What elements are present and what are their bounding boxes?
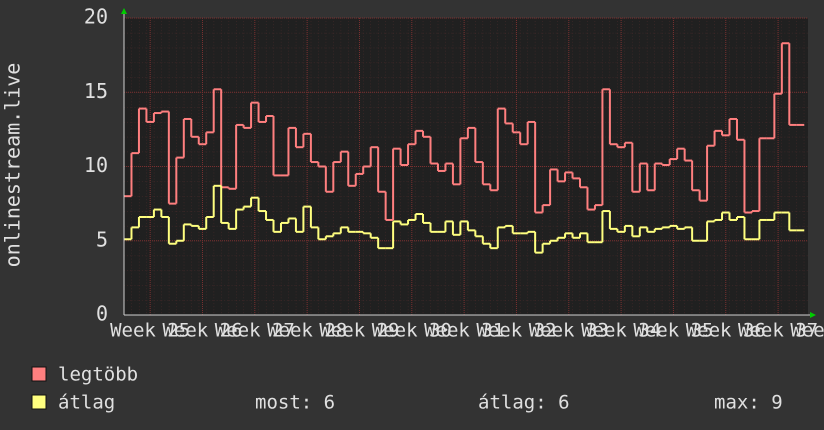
y-tick-label: 5 <box>96 227 108 251</box>
x-tick-label: Week 35 <box>633 320 713 342</box>
x-tick-label: Week 26 <box>162 320 242 342</box>
legend: legtöbb átlag <box>31 364 138 414</box>
x-tick-label: Week 25 <box>110 320 190 342</box>
stat: most: 6 <box>255 392 335 414</box>
stat: max: 9 <box>714 392 783 414</box>
x-arrow <box>810 312 816 318</box>
y-tick-label: 15 <box>84 79 108 103</box>
x-tick-label: Week 27 <box>215 320 295 342</box>
x-tick-label: Week 36 <box>686 320 766 342</box>
y-tick-label: 20 <box>84 5 108 29</box>
grid <box>124 17 808 316</box>
x-tick-label: Week 37 <box>738 320 818 342</box>
x-tick-label: Week 28 <box>267 320 347 342</box>
legend-swatch <box>31 394 47 410</box>
stat: átlag: 6 <box>478 392 570 414</box>
legend-label: legtöbb <box>58 364 138 386</box>
y-tick-label: 0 <box>96 302 108 326</box>
x-tick-label: Week 38 <box>790 320 824 342</box>
y-axis-title: onlinestream.live <box>1 63 25 268</box>
legend-swatch <box>31 366 47 382</box>
lines <box>124 42 805 254</box>
y-arrow <box>121 8 127 14</box>
y-tick-label: 10 <box>84 153 108 177</box>
x-tick-label: Week 29 <box>319 320 399 342</box>
x-tick-label: Week 30 <box>372 320 452 342</box>
x-tick-label: Week 31 <box>424 320 504 342</box>
x-tick-label: Week 32 <box>476 320 556 342</box>
x-tick-label: Week 34 <box>581 320 661 342</box>
legend-label: átlag <box>58 392 115 414</box>
x-tick-label: Week 33 <box>529 320 609 342</box>
